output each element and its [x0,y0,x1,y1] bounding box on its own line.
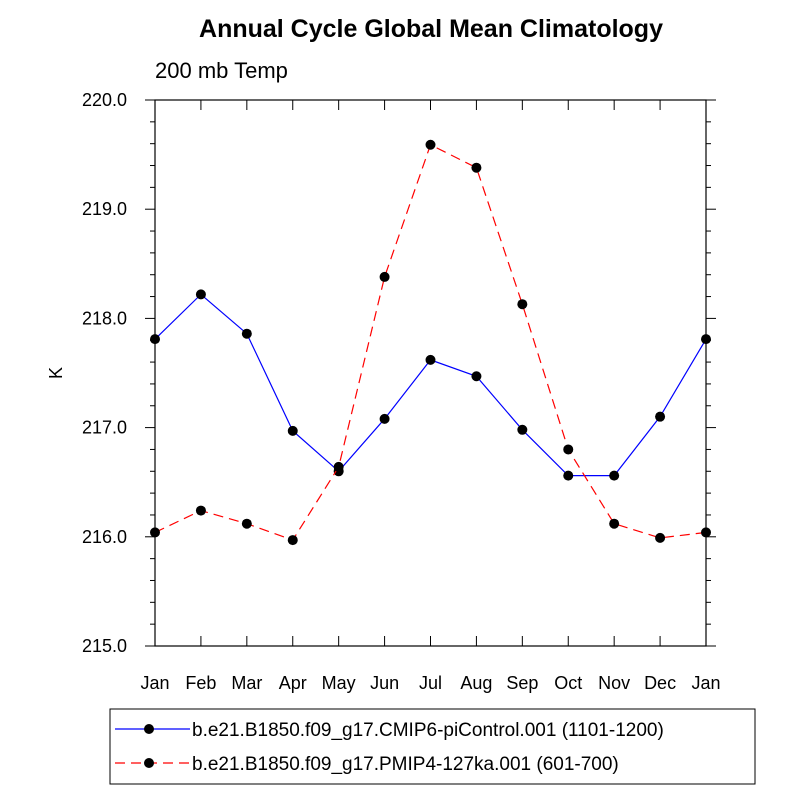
data-point [195,289,206,300]
data-point [471,371,482,382]
x-tick-label: Jan [140,673,169,693]
y-tick-label: 217.0 [82,418,127,438]
legend: b.e21.B1850.f09_g17.CMIP6-piControl.001 … [109,708,756,785]
data-point [609,518,620,529]
x-tick-label: Jan [691,673,720,693]
x-tick-label: Apr [279,673,307,693]
axis-ticks [145,99,716,647]
x-tick-label: Sep [506,673,538,693]
y-tick-label: 215.0 [82,636,127,656]
data-point [241,328,252,339]
legend-box [109,708,756,785]
data-point [287,535,298,546]
x-tick-label: Jul [419,673,442,693]
x-tick-label: Mar [231,673,262,693]
data-point [287,425,298,436]
chart-title: Annual Cycle Global Mean Climatology [199,15,663,43]
x-tick-label: Oct [554,673,582,693]
legend-entry: b.e21.B1850.f09_g17.PMIP4-127ka.001 (601… [115,754,619,775]
series-layer [150,139,711,546]
x-tick-label: Dec [644,673,676,693]
data-point [333,461,344,472]
x-tick-label: Nov [598,673,630,693]
tick-labels: Jan Feb Mar Apr May Jun Jul Aug Sep Oct Nov Dec Jan 2… [82,90,721,693]
y-tick-label: 219.0 [82,199,127,219]
data-point [425,354,436,365]
legend-marker [144,758,154,768]
x-tick-label: Jun [370,673,399,693]
data-point [655,411,666,422]
series-line [154,143,707,541]
data-point [563,470,574,481]
series-1 [150,289,711,481]
data-point [379,271,390,282]
legend-entry: b.e21.B1850.f09_g17.CMIP6-piControl.001 … [115,720,664,741]
x-tick-label: May [322,673,356,693]
data-point [563,444,574,455]
legend-marker [144,724,154,734]
data-point [379,413,390,424]
y-axis-label: K [46,367,66,379]
series-2 [150,139,711,546]
data-point [425,139,436,150]
plot-frame [154,99,707,647]
y-tick-label: 220.0 [82,90,127,110]
data-point [609,470,620,481]
chart-subtitle: 200 mb Temp [155,58,288,83]
data-point [517,424,528,435]
x-tick-label: Feb [185,673,216,693]
data-point [655,532,666,543]
data-point [195,505,206,516]
y-tick-label: 216.0 [82,527,127,547]
legend-label: b.e21.B1850.f09_g17.CMIP6-piControl.001 … [192,720,664,741]
series-line [154,293,707,477]
legend-label: b.e21.B1850.f09_g17.PMIP4-127ka.001 (601… [192,754,619,775]
x-tick-label: Aug [460,673,492,693]
data-point [471,162,482,173]
data-point [517,299,528,310]
data-point [241,518,252,529]
y-tick-label: 218.0 [82,308,127,328]
